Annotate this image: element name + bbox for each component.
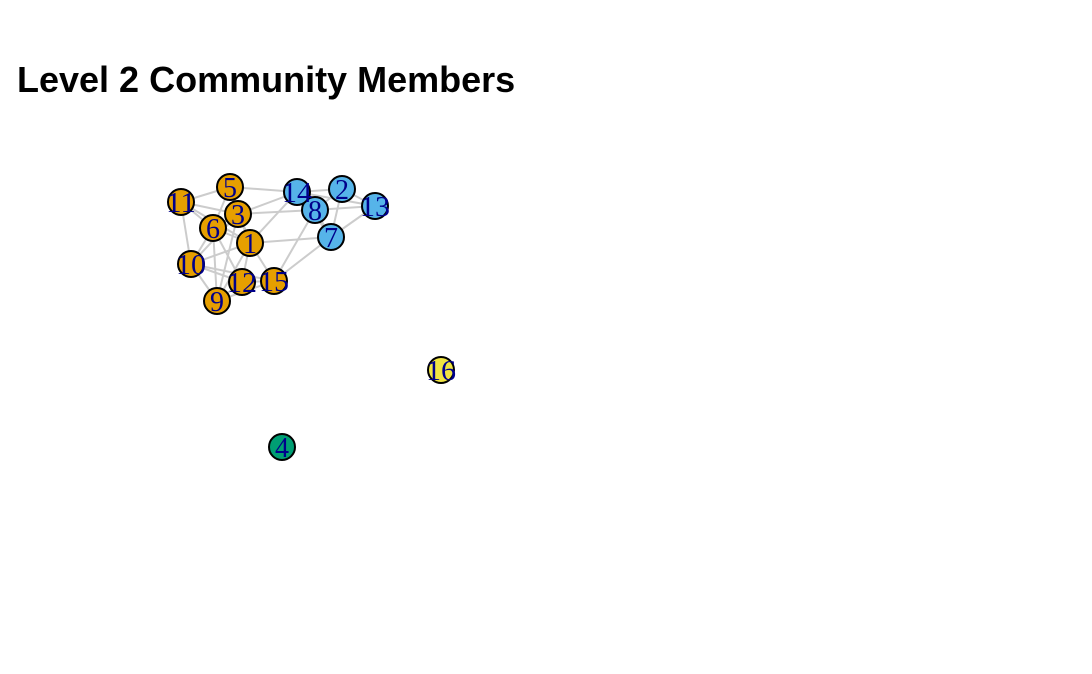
- node-5: 5: [216, 173, 244, 204]
- node-16: 16: [426, 356, 456, 387]
- node-label-4: 4: [275, 433, 289, 464]
- node-9: 9: [203, 287, 231, 318]
- node-10: 10: [176, 250, 206, 281]
- node-circle-12: [228, 268, 256, 296]
- node-12: 12: [227, 268, 257, 299]
- node-8: 8: [301, 196, 329, 227]
- node-14: 14: [282, 178, 312, 209]
- node-label-12: 12: [227, 268, 257, 299]
- node-3: 3: [224, 200, 252, 231]
- node-label-10: 10: [176, 250, 206, 281]
- node-7: 7: [317, 223, 345, 254]
- node-circle-11: [167, 188, 195, 216]
- node-label-3: 3: [231, 200, 245, 231]
- node-label-13: 13: [360, 192, 390, 223]
- node-circle-7: [317, 223, 345, 251]
- node-circle-8: [301, 196, 329, 224]
- node-circle-1: [236, 229, 264, 257]
- node-11: 11: [166, 188, 196, 219]
- node-2: 2: [328, 175, 356, 206]
- node-circle-4: [268, 433, 296, 461]
- node-circle-3: [224, 200, 252, 228]
- node-circle-9: [203, 287, 231, 315]
- node-label-5: 5: [223, 173, 237, 204]
- node-circle-14: [283, 178, 311, 206]
- node-1: 1: [236, 229, 264, 260]
- node-circle-5: [216, 173, 244, 201]
- node-6: 6: [199, 214, 227, 245]
- node-label-14: 14: [282, 178, 312, 209]
- node-label-6: 6: [206, 214, 220, 245]
- node-label-2: 2: [335, 175, 349, 206]
- node-label-16: 16: [426, 356, 456, 387]
- node-label-1: 1: [243, 229, 257, 260]
- node-label-11: 11: [166, 188, 196, 219]
- node-13: 13: [360, 192, 390, 223]
- page-title: Level 2 Community Members: [17, 59, 516, 100]
- node-label-9: 9: [210, 287, 224, 318]
- node-label-8: 8: [308, 196, 322, 227]
- node-circle-6: [199, 214, 227, 242]
- node-label-15: 15: [259, 267, 289, 298]
- node-circle-16: [427, 356, 455, 384]
- node-15: 15: [259, 267, 289, 298]
- node-label-7: 7: [324, 223, 338, 254]
- node-circle-13: [361, 192, 389, 220]
- node-circle-10: [177, 250, 205, 278]
- node-4: 4: [268, 433, 296, 464]
- node-circle-15: [260, 267, 288, 295]
- edge-9-3: [216, 213, 239, 302]
- node-circle-2: [328, 175, 356, 203]
